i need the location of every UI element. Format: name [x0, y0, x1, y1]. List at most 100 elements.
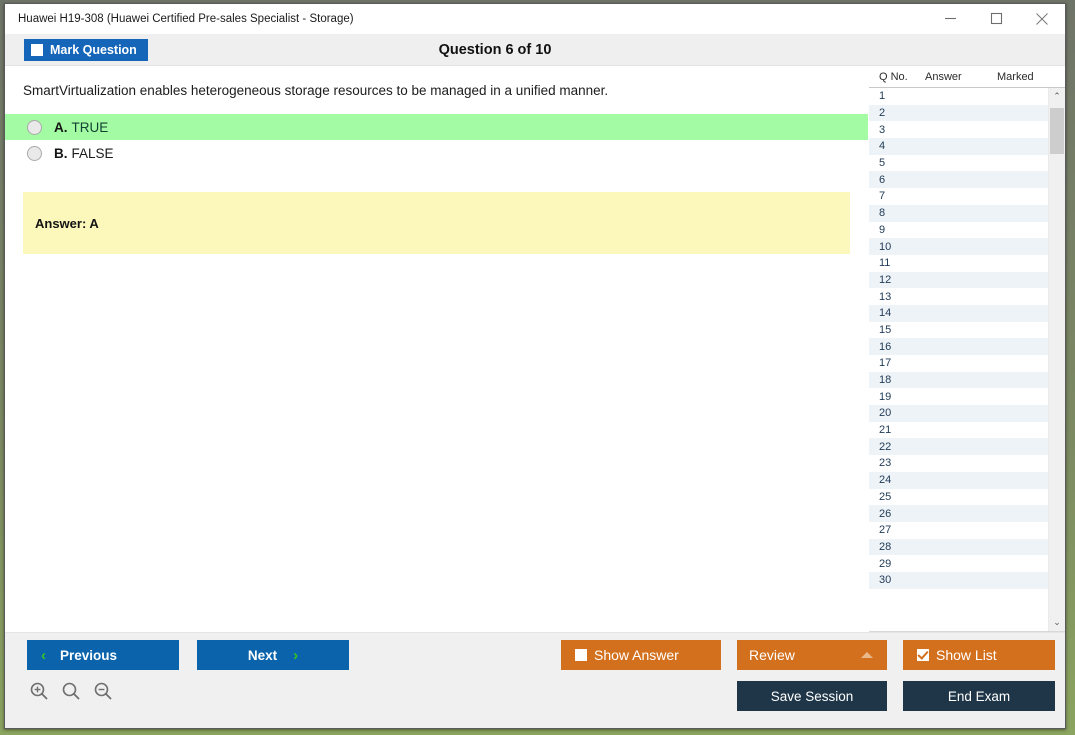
question-list-row[interactable]: 22 — [869, 438, 1048, 456]
show-answer-checkbox[interactable] — [575, 649, 587, 661]
row-question-number: 27 — [879, 524, 892, 537]
body-split: SmartVirtualization enables heterogeneou… — [5, 66, 1065, 632]
question-list-row[interactable]: 14 — [869, 304, 1048, 322]
chevron-left-icon: ‹ — [41, 646, 46, 664]
question-list-row[interactable]: 10 — [869, 238, 1048, 255]
mark-question-button[interactable]: Mark Question — [24, 38, 148, 61]
answer-option-row[interactable]: A. TRUE — [5, 114, 868, 141]
row-question-number: 6 — [879, 173, 886, 186]
show-list-label: Show List — [936, 647, 997, 663]
footer-toolbar: ‹ Previous Next › — [5, 632, 1065, 728]
zoom-in-icon[interactable] — [29, 681, 49, 701]
answer-reveal-box: Answer: A — [23, 192, 850, 255]
row-question-number: 5 — [879, 157, 886, 170]
title-bar: Huawei H19-308 (Huawei Certified Pre-sal… — [5, 4, 1065, 34]
show-answer-button[interactable]: Show Answer — [561, 640, 721, 670]
review-dropdown-button[interactable]: Review — [737, 640, 887, 670]
question-list-row[interactable]: 25 — [869, 489, 1048, 506]
question-list-scrollbar[interactable]: ⌃ ⌄ — [1048, 88, 1065, 631]
row-question-number: 2 — [879, 107, 886, 120]
question-list-row[interactable]: 29 — [869, 555, 1048, 572]
show-list-button[interactable]: Show List — [903, 640, 1055, 670]
question-list-row[interactable]: 4 — [869, 138, 1048, 155]
row-question-number: 13 — [879, 290, 892, 303]
row-question-number: 21 — [879, 424, 892, 437]
question-list-row[interactable]: 20 — [869, 405, 1048, 422]
row-question-number: 25 — [879, 490, 892, 503]
previous-button-label: Previous — [60, 647, 118, 663]
question-list-row[interactable]: 11 — [869, 255, 1048, 272]
row-question-number: 8 — [879, 207, 886, 220]
radio-button-icon[interactable] — [27, 145, 42, 161]
question-list-row[interactable]: 24 — [869, 471, 1048, 489]
mark-question-checkbox[interactable] — [31, 43, 43, 56]
row-question-number: 19 — [879, 390, 892, 403]
exam-header-bar: Mark Question Question 6 of 10 — [5, 34, 1065, 66]
row-question-number: 12 — [879, 273, 892, 286]
question-list-panel: Q No. Answer Marked 1 2 3 4 5 6 7 8 9 10 11 12 13 14 1… — [868, 66, 1065, 632]
row-question-number: 1 — [879, 90, 886, 103]
question-list-row[interactable]: 18 — [869, 371, 1048, 389]
end-exam-button[interactable]: End Exam — [903, 681, 1055, 711]
next-button-label: Next — [247, 647, 278, 663]
question-list-row[interactable]: 27 — [869, 522, 1048, 539]
minimize-icon[interactable] — [927, 4, 973, 33]
scroll-up-arrow-icon[interactable]: ⌃ — [1053, 91, 1061, 101]
question-list-row[interactable]: 16 — [869, 338, 1048, 355]
question-list-row[interactable]: 9 — [869, 222, 1048, 239]
zoom-out-icon[interactable] — [93, 681, 113, 701]
row-question-number: 9 — [879, 223, 886, 236]
question-list-row[interactable]: 2 — [869, 104, 1048, 122]
row-question-number: 4 — [879, 140, 886, 153]
mark-question-label: Mark Question — [50, 42, 137, 57]
row-question-number: 15 — [879, 323, 892, 336]
scrollbar-thumb[interactable] — [1050, 108, 1064, 154]
question-list-row[interactable]: 30 — [869, 571, 1048, 589]
answer-text: Answer: A — [35, 215, 99, 231]
question-list-row[interactable]: 1 — [869, 88, 1048, 105]
question-list-row[interactable]: 7 — [869, 188, 1048, 205]
question-list-row[interactable]: 5 — [869, 155, 1048, 172]
next-button[interactable]: Next › — [197, 640, 349, 670]
question-list-row[interactable]: 26 — [869, 505, 1048, 522]
chevron-up-icon — [861, 652, 873, 658]
column-header-qno: Q No. — [879, 70, 908, 83]
question-list-row[interactable]: 15 — [869, 322, 1048, 339]
row-question-number: 18 — [879, 374, 892, 387]
question-list-row[interactable]: 6 — [869, 171, 1048, 189]
option-letter: B. — [54, 145, 68, 161]
question-list-row[interactable]: 13 — [869, 288, 1048, 305]
row-question-number: 22 — [879, 440, 892, 453]
save-session-label: Save Session — [770, 688, 854, 704]
row-question-number: 14 — [879, 307, 892, 320]
answer-option-row[interactable]: B. FALSE — [5, 140, 868, 166]
question-list-row[interactable]: 21 — [869, 422, 1048, 439]
row-question-number: 28 — [879, 540, 892, 553]
row-question-number: 3 — [879, 123, 886, 136]
question-list-row[interactable]: 12 — [869, 271, 1048, 289]
show-list-checkbox[interactable] — [917, 649, 929, 661]
question-list-row[interactable]: 3 — [869, 121, 1048, 138]
scrollbar-track[interactable] — [1049, 105, 1065, 614]
scroll-down-arrow-icon[interactable]: ⌄ — [1053, 617, 1061, 627]
show-answer-label: Show Answer — [594, 647, 679, 663]
radio-button-icon[interactable] — [27, 119, 42, 135]
row-question-number: 30 — [879, 574, 892, 587]
row-question-number: 24 — [879, 474, 892, 487]
row-question-number: 26 — [879, 507, 892, 520]
save-session-button[interactable]: Save Session — [737, 681, 887, 711]
question-list-row[interactable]: 8 — [869, 204, 1048, 222]
question-list-row[interactable]: 23 — [869, 455, 1048, 472]
question-list-row[interactable]: 28 — [869, 538, 1048, 556]
previous-button[interactable]: ‹ Previous — [27, 640, 179, 670]
window-title: Huawei H19-308 (Huawei Certified Pre-sal… — [18, 12, 354, 25]
row-question-number: 23 — [879, 457, 892, 470]
maximize-icon[interactable] — [973, 4, 1019, 33]
question-list-row[interactable]: 17 — [869, 355, 1048, 372]
row-question-number: 10 — [879, 240, 892, 253]
question-list-scroll-area: 1 2 3 4 5 6 7 8 9 10 11 12 13 14 15 16 17 18 19 20 21 22 23 24 2… — [869, 88, 1065, 632]
close-icon[interactable] — [1019, 4, 1065, 33]
zoom-reset-icon[interactable] — [61, 681, 81, 701]
option-text: FALSE — [71, 145, 114, 161]
question-list-row[interactable]: 19 — [869, 388, 1048, 405]
